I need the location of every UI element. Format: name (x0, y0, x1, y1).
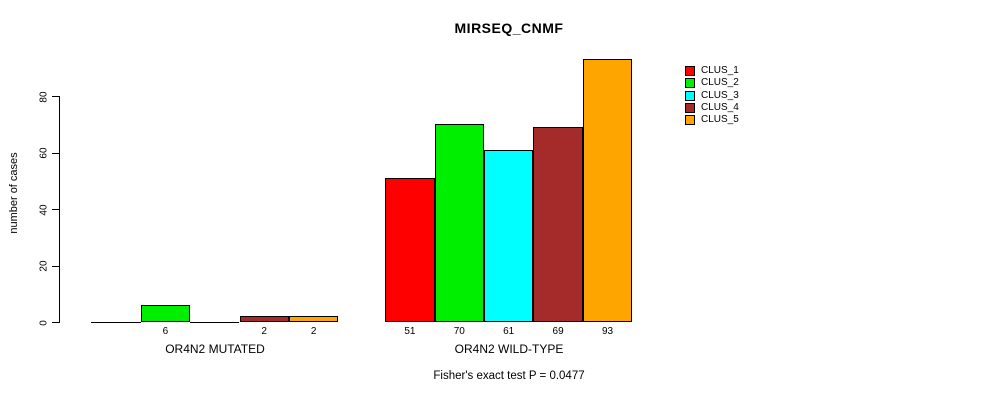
y-axis-line (59, 96, 60, 323)
legend-swatch-clus_1 (685, 66, 695, 76)
bar-clus_5-group1 (288, 316, 339, 322)
bar-clus_1-group2 (385, 177, 435, 322)
bar-clus_5-group2 (582, 59, 633, 322)
group-label-mutated: OR4N2 MUTATED (165, 342, 265, 356)
chart-title: MIRSEQ_CNMF (454, 20, 564, 36)
y-axis-tick-label: 60 (38, 147, 50, 159)
legend-label: CLUS_2 (701, 77, 739, 89)
stat-annotation: Fisher's exact test P = 0.0477 (433, 370, 585, 382)
bar-value-label: 69 (552, 326, 564, 337)
group-label-wildtype: OR4N2 WILD-TYPE (454, 342, 564, 356)
y-axis-tick-label: 20 (38, 260, 50, 272)
legend-swatch-clus_2 (685, 78, 695, 89)
bar-clus_2-group1 (140, 305, 191, 322)
y-axis-tick-label: 0 (38, 319, 50, 326)
bar-value-label: 2 (310, 326, 317, 337)
y-axis-tick-label: 80 (38, 90, 50, 103)
legend-swatch-clus_3 (685, 90, 695, 101)
legend-swatch-clus_4 (685, 102, 695, 113)
bar-value-label: 70 (453, 326, 465, 337)
legend-label: CLUS_1 (701, 65, 739, 76)
legend-label: CLUS_5 (701, 114, 739, 126)
bar-value-label: 6 (162, 326, 169, 337)
legend-label: CLUS_4 (701, 101, 739, 113)
bar-clus_2-group2 (434, 124, 484, 322)
bar-clus_4-group2 (533, 127, 583, 322)
bar-clus_1-group1 (91, 322, 141, 323)
bar-clus_3-group2 (484, 149, 534, 322)
y-axis-tick (52, 322, 59, 323)
y-axis-tick (52, 96, 59, 97)
legend-swatch-clus_5 (685, 115, 695, 126)
y-axis-tick (52, 152, 59, 154)
y-axis-tick (52, 209, 59, 210)
bar-clus_3-group1 (190, 322, 240, 323)
bar-value-label: 93 (601, 326, 614, 337)
legend-label: CLUS_3 (701, 89, 739, 101)
y-axis-tick-label: 40 (38, 203, 50, 216)
bar-clus_4-group1 (239, 316, 289, 322)
bar-value-label: 61 (503, 326, 515, 337)
y-axis-tick (52, 265, 59, 267)
y-axis-label: number of cases (8, 152, 20, 234)
bar-value-label: 2 (261, 326, 267, 337)
bar-value-label: 51 (404, 326, 416, 337)
